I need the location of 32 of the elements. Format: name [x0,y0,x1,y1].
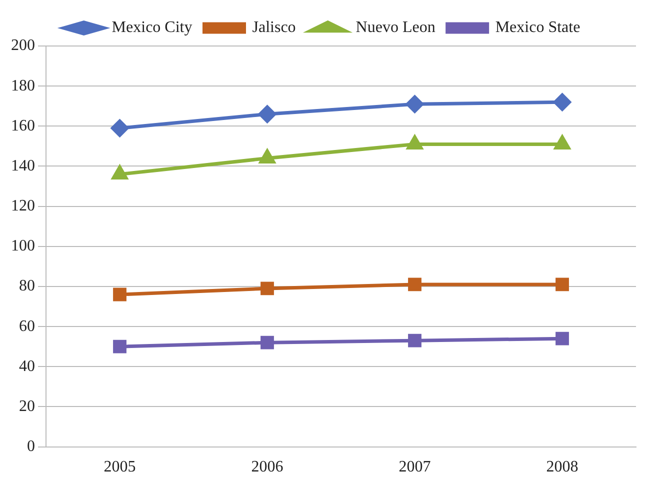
x-tick-label: 2008 [546,458,578,476]
y-tick-label: 120 [11,198,35,215]
point [556,278,569,292]
legend-label: Mexico State [495,19,580,36]
x-tick-label: 2007 [398,458,431,476]
y-tick-label: 180 [11,77,35,94]
y-tick-label: 0 [27,438,35,456]
point [113,340,126,354]
y-tick-label: 20 [19,398,35,415]
y-tick-label: 100 [11,238,35,255]
point [260,282,274,296]
point [111,119,128,137]
y-tick-label: 40 [19,358,35,375]
point [408,334,422,348]
x-tick-label: 2005 [104,458,136,476]
point [258,105,276,123]
point [260,336,274,350]
point [408,278,422,292]
point [406,95,424,113]
legend-label: Jalisco [252,19,296,36]
y-tick-label: 140 [11,157,35,174]
x-tick-label: 2006 [251,458,284,476]
legend-label: Nuevo Leon [356,19,436,36]
legend-label: Mexico City [112,19,192,36]
y-tick-label: 160 [11,117,35,134]
y-tick-label: 80 [19,278,35,295]
point [112,166,128,180]
point [554,93,571,111]
point [556,332,569,346]
y-tick-label: 60 [19,318,35,335]
y-tick-label: 200 [11,37,35,54]
point [113,288,126,302]
